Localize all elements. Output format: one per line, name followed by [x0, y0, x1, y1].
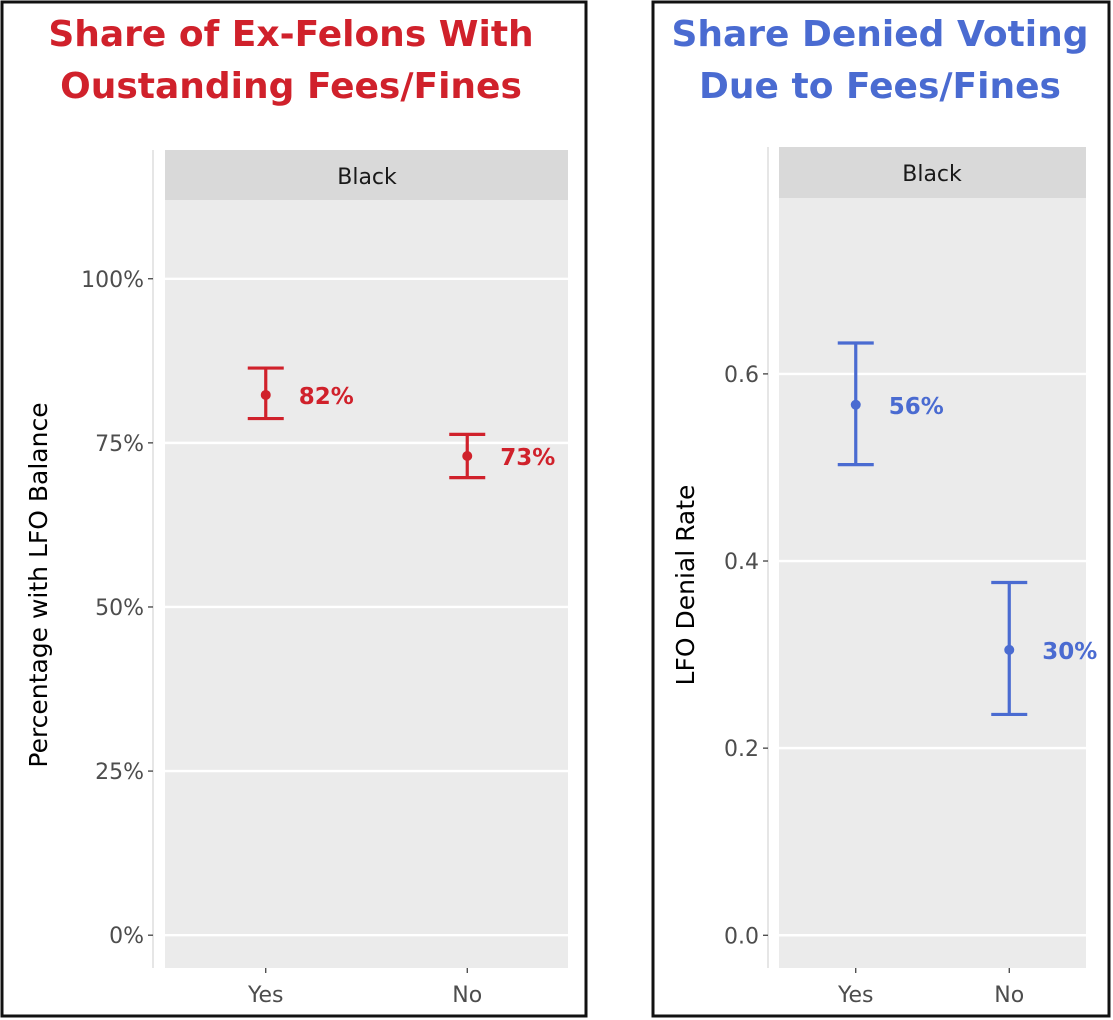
right-y-ticks: 0.0 0.2 0.4 0.6: [724, 363, 768, 949]
right-y-axis-label: LFO Denial Rate: [671, 485, 700, 686]
y-tick-label: 75%: [95, 432, 144, 457]
x-tick-label: No: [452, 983, 482, 1008]
x-tick-label: No: [994, 983, 1024, 1008]
right-facet-label: Black: [902, 162, 962, 187]
y-tick-label: 0.0: [724, 924, 759, 949]
y-tick-label: 25%: [95, 760, 144, 785]
left-y-ticks: 0% 25% 50% 75% 100%: [81, 268, 153, 949]
left-y-axis-label: Percentage with LFO Balance: [24, 402, 53, 767]
right-frame: [651, 0, 1111, 1018]
right-title-line-1: Share Denied Voting: [671, 14, 1088, 55]
right-gridlines: [779, 372, 1086, 937]
left-facet-strip: [165, 150, 568, 200]
left-plot-panel: [165, 200, 568, 968]
y-tick-label: 0.4: [724, 550, 759, 575]
y-tick-label: 0.6: [724, 363, 759, 388]
right-title-line-2: Due to Fees/Fines: [699, 66, 1061, 107]
point-estimate: [462, 451, 473, 461]
left-gridlines: [165, 277, 568, 937]
right-x-ticks: Yes No: [837, 968, 1024, 1008]
data-label: 56%: [889, 394, 944, 420]
right-plot-panel: [779, 198, 1086, 968]
x-tick-label: Yes: [247, 983, 284, 1008]
left-title-line-1: Share of Ex-Felons With: [48, 14, 533, 55]
y-tick-label: 50%: [95, 596, 144, 621]
data-label: 82%: [299, 384, 354, 410]
x-tick-label: Yes: [837, 983, 874, 1008]
point-estimate: [1004, 644, 1015, 655]
left-marks: 82% 73%: [247, 366, 555, 480]
y-tick-label: 0.2: [724, 737, 759, 762]
left-frame: [0, 0, 588, 1018]
right-marks: 56% 30%: [837, 341, 1097, 717]
left-title-line-2: Oustanding Fees/Fines: [60, 66, 522, 107]
data-label: 73%: [500, 445, 555, 471]
point-estimate: [850, 399, 861, 410]
left-facet-label: Black: [337, 165, 397, 190]
y-tick-label: 0%: [109, 924, 144, 949]
left-x-ticks: Yes No: [247, 968, 482, 1008]
data-label: 30%: [1042, 639, 1097, 665]
y-tick-label: 100%: [81, 268, 144, 293]
right-facet-strip: [779, 147, 1086, 198]
point-estimate: [260, 389, 271, 400]
